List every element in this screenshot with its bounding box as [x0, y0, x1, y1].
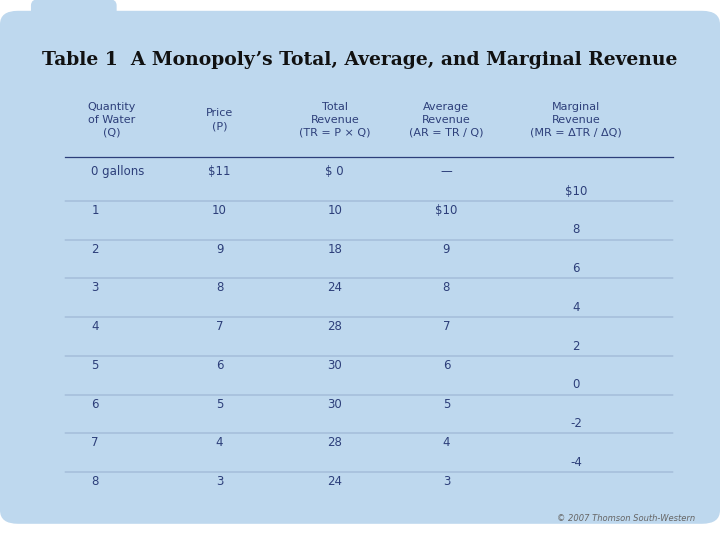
Text: 10: 10 [212, 204, 227, 217]
FancyBboxPatch shape [31, 0, 117, 42]
Text: 7: 7 [443, 320, 450, 333]
Text: $10: $10 [435, 204, 458, 217]
Text: 7: 7 [216, 320, 223, 333]
Text: 2: 2 [572, 340, 580, 353]
Text: 30: 30 [328, 359, 342, 372]
Text: 8: 8 [91, 475, 99, 488]
Text: 6: 6 [572, 262, 580, 275]
Text: 6: 6 [91, 397, 99, 411]
Text: 6: 6 [443, 359, 450, 372]
Text: 4: 4 [572, 301, 580, 314]
FancyBboxPatch shape [0, 11, 720, 524]
Text: $11: $11 [208, 165, 231, 178]
Text: 3: 3 [443, 475, 450, 488]
Text: 9: 9 [443, 242, 450, 256]
Text: 3: 3 [216, 475, 223, 488]
Text: 28: 28 [328, 320, 342, 333]
Text: 8: 8 [443, 281, 450, 294]
Text: Table 1  A Monopoly’s Total, Average, and Marginal Revenue: Table 1 A Monopoly’s Total, Average, and… [42, 51, 678, 69]
Text: Marginal
Revenue
(MR = ΔTR / ΔQ): Marginal Revenue (MR = ΔTR / ΔQ) [530, 102, 622, 138]
Text: 24: 24 [328, 475, 342, 488]
Text: 5: 5 [443, 397, 450, 411]
Text: —: — [441, 165, 452, 178]
Text: 18: 18 [328, 242, 342, 256]
Text: 24: 24 [328, 281, 342, 294]
Text: Total
Revenue
(TR = P × Q): Total Revenue (TR = P × Q) [299, 102, 371, 138]
Text: 0: 0 [572, 379, 580, 392]
Text: © 2007 Thomson South-Western: © 2007 Thomson South-Western [557, 514, 695, 523]
Text: 28: 28 [328, 436, 342, 449]
Text: 4: 4 [216, 436, 223, 449]
Text: 6: 6 [216, 359, 223, 372]
Text: 10: 10 [328, 204, 342, 217]
Text: Quantity
of Water
(Q): Quantity of Water (Q) [87, 102, 136, 138]
Text: 7: 7 [91, 436, 99, 449]
Text: 2: 2 [91, 242, 99, 256]
Text: 30: 30 [328, 397, 342, 411]
Text: 1: 1 [91, 204, 99, 217]
Text: -2: -2 [570, 417, 582, 430]
Text: $ 0: $ 0 [325, 165, 344, 178]
Text: 0 gallons: 0 gallons [91, 165, 145, 178]
Text: 5: 5 [91, 359, 99, 372]
Text: -4: -4 [570, 456, 582, 469]
Text: 9: 9 [216, 242, 223, 256]
Text: 4: 4 [91, 320, 99, 333]
Text: Average
Revenue
(AR = TR / Q): Average Revenue (AR = TR / Q) [409, 102, 484, 138]
Text: 3: 3 [91, 281, 99, 294]
Text: Price
(P): Price (P) [206, 109, 233, 131]
Text: 8: 8 [216, 281, 223, 294]
Text: $10: $10 [564, 185, 588, 198]
Text: 5: 5 [216, 397, 223, 411]
Text: 4: 4 [443, 436, 450, 449]
Text: 8: 8 [572, 224, 580, 237]
